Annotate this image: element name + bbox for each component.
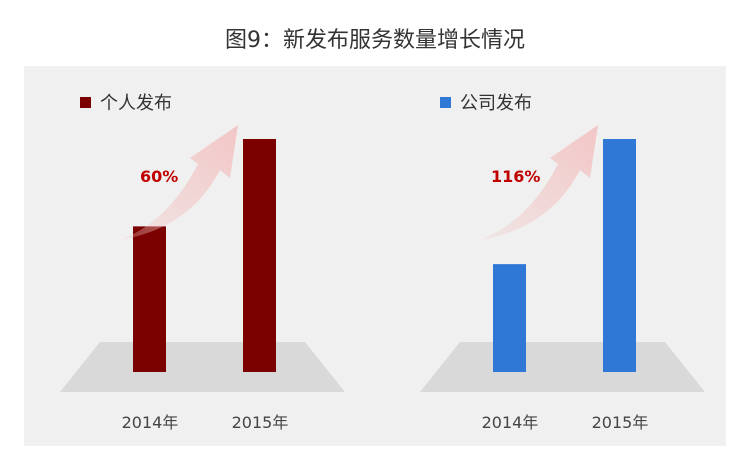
growth-label: 116% [491, 167, 540, 186]
growth-label: 60% [140, 167, 178, 186]
bar [493, 264, 526, 372]
bar [243, 139, 276, 372]
growth-arrow [120, 125, 238, 240]
x-tick-label: 2014年 [482, 413, 539, 432]
legend-label: 公司发布 [460, 93, 532, 114]
chart-company: 公司发布 116% 2014年 2015年 [420, 93, 705, 432]
legend-label: 个人发布 [100, 93, 172, 114]
x-tick-label: 2015年 [592, 413, 649, 432]
floor-plane [420, 342, 705, 392]
floor-plane [60, 342, 345, 392]
legend-swatch [440, 97, 451, 108]
bar [133, 226, 166, 372]
chart-title: 图9：新发布服务数量增长情况 [225, 28, 525, 53]
x-tick-label: 2015年 [232, 413, 289, 432]
legend-swatch [80, 97, 91, 108]
bar [603, 139, 636, 372]
chart-personal: 个人发布 60% 2014年 2015年 [60, 93, 345, 432]
x-tick-label: 2014年 [122, 413, 179, 432]
growth-arrow [480, 125, 598, 240]
